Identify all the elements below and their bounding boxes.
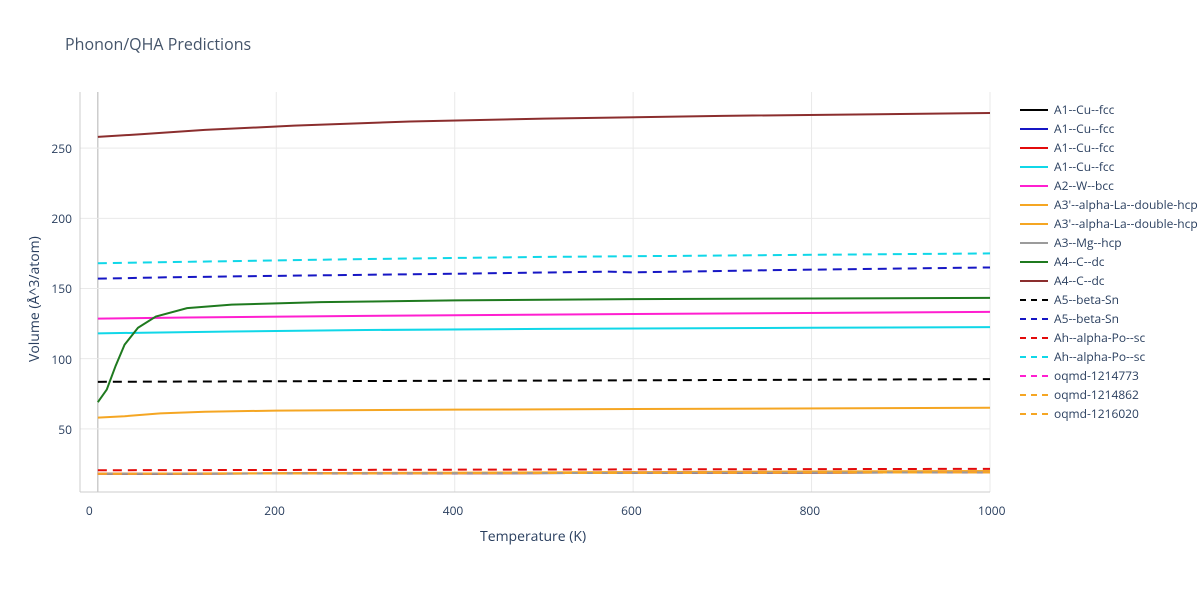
legend-label: A1--Cu--fcc (1054, 120, 1114, 137)
x-tick: 0 (86, 502, 93, 519)
legend-item[interactable]: A1--Cu--fcc (1020, 119, 1198, 138)
legend-item[interactable]: Ah--alpha-Po--sc (1020, 347, 1198, 366)
legend-item[interactable]: A4--C--dc (1020, 252, 1198, 271)
series-line[interactable] (98, 267, 990, 278)
legend-swatch (1020, 280, 1048, 282)
legend-swatch (1020, 166, 1048, 168)
series-line[interactable] (98, 113, 990, 137)
legend-label: oqmd-1214862 (1054, 386, 1139, 403)
legend-swatch (1020, 242, 1048, 244)
legend-swatch (1020, 223, 1048, 225)
legend-label: A1--Cu--fcc (1054, 139, 1114, 156)
legend-item[interactable]: A2--W--bcc (1020, 176, 1198, 195)
legend-swatch (1020, 337, 1048, 339)
x-tick: 200 (264, 502, 285, 519)
legend-item[interactable]: A1--Cu--fcc (1020, 157, 1198, 176)
legend-label: A5--beta-Sn (1054, 291, 1119, 308)
legend-label: oqmd-1216020 (1054, 405, 1139, 422)
legend-label: A2--W--bcc (1054, 177, 1114, 194)
series-line[interactable] (98, 327, 990, 333)
chart-container: Phonon/QHA Predictions Temperature (K) V… (0, 0, 1200, 600)
legend-item[interactable]: oqmd-1214862 (1020, 385, 1198, 404)
legend-label: A5--beta-Sn (1054, 310, 1119, 327)
x-tick: 400 (443, 502, 464, 519)
legend-label: A3--Mg--hcp (1054, 234, 1122, 251)
legend-swatch (1020, 356, 1048, 358)
legend-swatch (1020, 261, 1048, 263)
series-line[interactable] (98, 312, 990, 319)
legend-item[interactable]: A1--Cu--fcc (1020, 138, 1198, 157)
x-tick: 1000 (978, 502, 1005, 519)
legend-item[interactable]: A5--beta-Sn (1020, 290, 1198, 309)
y-axis-label: Volume (Å^3/atom) (25, 236, 44, 362)
series-line[interactable] (98, 469, 990, 470)
y-tick: 200 (32, 210, 72, 227)
legend-item[interactable]: oqmd-1214773 (1020, 366, 1198, 385)
legend-item[interactable]: A3'--alpha-La--double-hcp (1020, 214, 1198, 233)
legend-item[interactable]: A4--C--dc (1020, 271, 1198, 290)
x-tick: 600 (621, 502, 642, 519)
y-tick: 150 (32, 280, 72, 297)
legend: A1--Cu--fcc A1--Cu--fcc A1--Cu--fcc A1--Cu-… (1020, 100, 1198, 423)
series-line[interactable] (98, 379, 990, 382)
legend-swatch (1020, 147, 1048, 149)
legend-label: oqmd-1214773 (1054, 367, 1139, 384)
legend-swatch (1020, 394, 1048, 396)
legend-item[interactable]: Ah--alpha-Po--sc (1020, 328, 1198, 347)
legend-label: Ah--alpha-Po--sc (1054, 348, 1145, 365)
legend-label: A4--C--dc (1054, 272, 1105, 289)
legend-item[interactable]: A1--Cu--fcc (1020, 100, 1198, 119)
legend-item[interactable]: A3--Mg--hcp (1020, 233, 1198, 252)
legend-item[interactable]: A5--beta-Sn (1020, 309, 1198, 328)
x-tick: 800 (800, 502, 821, 519)
legend-swatch (1020, 375, 1048, 377)
legend-swatch (1020, 204, 1048, 206)
y-tick: 50 (32, 421, 72, 438)
legend-label: A1--Cu--fcc (1054, 158, 1114, 175)
y-tick: 100 (32, 351, 72, 368)
legend-swatch (1020, 109, 1048, 111)
legend-label: Ah--alpha-Po--sc (1054, 329, 1145, 346)
legend-swatch (1020, 318, 1048, 320)
legend-item[interactable]: oqmd-1216020 (1020, 404, 1198, 423)
legend-label: A1--Cu--fcc (1054, 101, 1114, 118)
series-line[interactable] (98, 253, 990, 263)
legend-swatch (1020, 185, 1048, 187)
legend-swatch (1020, 413, 1048, 415)
legend-swatch (1020, 299, 1048, 301)
legend-label: A3'--alpha-La--double-hcp (1054, 196, 1198, 213)
x-axis-label: Temperature (K) (480, 527, 586, 546)
legend-swatch (1020, 128, 1048, 130)
legend-label: A4--C--dc (1054, 253, 1105, 270)
series-line[interactable] (98, 408, 990, 418)
y-tick: 250 (32, 140, 72, 157)
legend-item[interactable]: A3'--alpha-La--double-hcp (1020, 195, 1198, 214)
legend-label: A3'--alpha-La--double-hcp (1054, 215, 1198, 232)
